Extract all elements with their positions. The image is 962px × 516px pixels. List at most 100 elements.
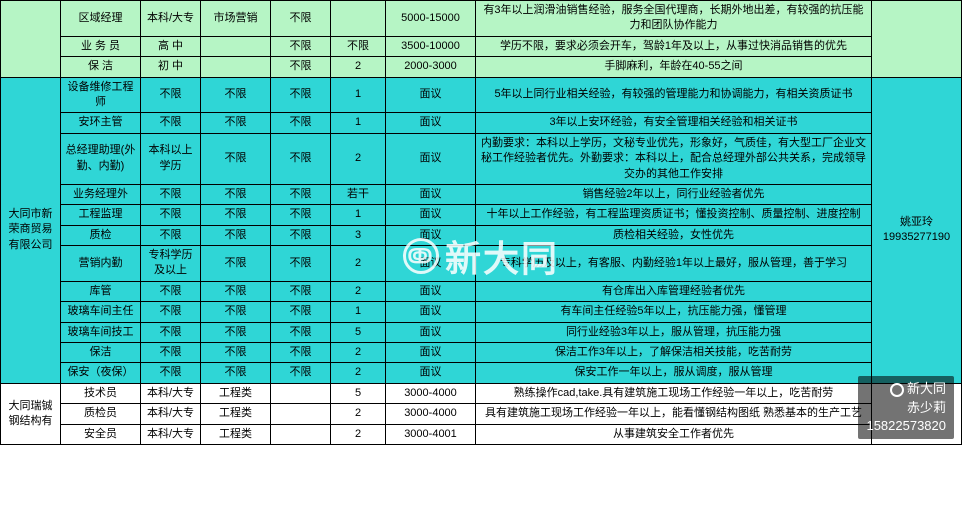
major-cell: 不限 xyxy=(201,343,271,363)
major-cell: 不限 xyxy=(201,133,271,184)
salary-cell: 面议 xyxy=(386,246,476,282)
position-cell: 业 务 员 xyxy=(61,36,141,56)
major-cell: 工程类 xyxy=(201,404,271,424)
gender-cell xyxy=(271,424,331,444)
salary-cell: 面议 xyxy=(386,322,476,342)
table-row: 工程监理不限不限不限1面议十年以上工作经验，有工程监理资质证书；懂投资控制、质量… xyxy=(1,205,962,225)
education-cell: 不限 xyxy=(141,281,201,301)
education-cell: 本科/大专 xyxy=(141,424,201,444)
position-cell: 玻璃车间主任 xyxy=(61,302,141,322)
gender-cell: 不限 xyxy=(271,302,331,322)
table-row: 区域经理本科/大专市场营销不限5000-15000有3年以上润滑油销售经验，服务… xyxy=(1,1,962,37)
gender-cell: 不限 xyxy=(271,1,331,37)
headcount-cell: 2 xyxy=(331,281,386,301)
gender-cell: 不限 xyxy=(271,343,331,363)
table-row: 业 务 员高 中不限不限3500-10000学历不限，要求必须会开车，驾龄1年及… xyxy=(1,36,962,56)
position-cell: 保 洁 xyxy=(61,57,141,77)
company-cell xyxy=(1,1,61,78)
table-row: 安全员本科/大专工程类23000-4001从事建筑安全工作者优先 xyxy=(1,424,962,444)
headcount-cell: 3 xyxy=(331,225,386,245)
requirements-cell: 内勤要求：本科以上学历，文秘专业优先，形象好，气质佳，有大型工厂企业文秘工作经验… xyxy=(476,133,872,184)
company-cell: 大同市新荣商贸易有限公司 xyxy=(1,77,61,383)
education-cell: 不限 xyxy=(141,225,201,245)
salary-cell: 3500-10000 xyxy=(386,36,476,56)
education-cell: 初 中 xyxy=(141,57,201,77)
headcount-cell xyxy=(331,1,386,37)
table-row: 保安（夜保）不限不限不限2面议保安工作一年以上，服从调度，服从管理 xyxy=(1,363,962,383)
salary-cell: 面议 xyxy=(386,77,476,113)
gender-cell: 不限 xyxy=(271,281,331,301)
major-cell: 市场营销 xyxy=(201,1,271,37)
position-cell: 业务经理外 xyxy=(61,184,141,204)
table-row: 质检员本科/大专工程类23000-4000具有建筑施工现场工作经验一年以上，能看… xyxy=(1,404,962,424)
corner-line2: 赤少莉 xyxy=(866,399,946,417)
major-cell: 工程类 xyxy=(201,383,271,403)
table-row: 总经理助理(外勤、内勤)本科以上学历不限不限2面议内勤要求：本科以上学历，文秘专… xyxy=(1,133,962,184)
education-cell: 不限 xyxy=(141,77,201,113)
salary-cell: 3000-4001 xyxy=(386,424,476,444)
requirements-cell: 从事建筑安全工作者优先 xyxy=(476,424,872,444)
corner-line3: 15822573820 xyxy=(866,417,946,435)
salary-cell: 5000-15000 xyxy=(386,1,476,37)
requirements-cell: 熟练操作cad,take.具有建筑施工现场工作经验一年以上，吃苦耐劳 xyxy=(476,383,872,403)
headcount-cell: 2 xyxy=(331,363,386,383)
education-cell: 不限 xyxy=(141,205,201,225)
headcount-cell: 2 xyxy=(331,246,386,282)
headcount-cell: 1 xyxy=(331,302,386,322)
gender-cell: 不限 xyxy=(271,77,331,113)
position-cell: 技术员 xyxy=(61,383,141,403)
requirements-cell: 销售经验2年以上，同行业经验者优先 xyxy=(476,184,872,204)
gender-cell: 不限 xyxy=(271,57,331,77)
major-cell: 不限 xyxy=(201,113,271,133)
table-row: 安环主管不限不限不限1面议3年以上安环经验，有安全管理相关经验和相关证书 xyxy=(1,113,962,133)
position-cell: 安环主管 xyxy=(61,113,141,133)
contact-cell xyxy=(872,1,962,78)
requirements-cell: 十年以上工作经验，有工程监理资质证书；懂投资控制、质量控制、进度控制 xyxy=(476,205,872,225)
position-cell: 质检 xyxy=(61,225,141,245)
corner-line1: 新大同 xyxy=(907,381,946,396)
table-row: 玻璃车间技工不限不限不限5面议同行业经验3年以上，服从管理，抗压能力强 xyxy=(1,322,962,342)
gender-cell: 不限 xyxy=(271,184,331,204)
headcount-cell: 5 xyxy=(331,383,386,403)
education-cell: 不限 xyxy=(141,322,201,342)
major-cell: 不限 xyxy=(201,363,271,383)
major-cell xyxy=(201,57,271,77)
major-cell: 不限 xyxy=(201,184,271,204)
education-cell: 本科以上学历 xyxy=(141,133,201,184)
gender-cell: 不限 xyxy=(271,133,331,184)
salary-cell: 面议 xyxy=(386,133,476,184)
salary-cell: 3000-4000 xyxy=(386,404,476,424)
requirements-cell: 保洁工作3年以上，了解保洁相关技能，吃苦耐劳 xyxy=(476,343,872,363)
table-row: 保洁不限不限不限2面议保洁工作3年以上，了解保洁相关技能，吃苦耐劳 xyxy=(1,343,962,363)
position-cell: 区域经理 xyxy=(61,1,141,37)
headcount-cell: 2 xyxy=(331,343,386,363)
requirements-cell: 同行业经验3年以上，服从管理，抗压能力强 xyxy=(476,322,872,342)
headcount-cell: 不限 xyxy=(331,36,386,56)
recruitment-table: 区域经理本科/大专市场营销不限5000-15000有3年以上润滑油销售经验，服务… xyxy=(0,0,962,445)
salary-cell: 面议 xyxy=(386,184,476,204)
requirements-cell: 有仓库出入库管理经验者优先 xyxy=(476,281,872,301)
major-cell xyxy=(201,36,271,56)
gender-cell: 不限 xyxy=(271,205,331,225)
requirements-cell: 有车间主任经验5年以上，抗压能力强，懂管理 xyxy=(476,302,872,322)
gender-cell: 不限 xyxy=(271,36,331,56)
gender-cell: 不限 xyxy=(271,246,331,282)
corner-icon xyxy=(890,383,904,397)
position-cell: 质检员 xyxy=(61,404,141,424)
gender-cell: 不限 xyxy=(271,225,331,245)
salary-cell: 面议 xyxy=(386,225,476,245)
gender-cell: 不限 xyxy=(271,322,331,342)
table-row: 质检不限不限不限3面议质检相关经验，女性优先 xyxy=(1,225,962,245)
gender-cell: 不限 xyxy=(271,363,331,383)
requirements-cell: 有3年以上润滑油销售经验，服务全国代理商，长期外地出差，有较强的抗压能力和团队协… xyxy=(476,1,872,37)
salary-cell: 面议 xyxy=(386,343,476,363)
position-cell: 营销内勤 xyxy=(61,246,141,282)
requirements-cell: 5年以上同行业相关经验，有较强的管理能力和协调能力，有相关资质证书 xyxy=(476,77,872,113)
position-cell: 设备维修工程师 xyxy=(61,77,141,113)
position-cell: 库管 xyxy=(61,281,141,301)
requirements-cell: 保安工作一年以上，服从调度，服从管理 xyxy=(476,363,872,383)
requirements-cell: 质检相关经验，女性优先 xyxy=(476,225,872,245)
education-cell: 不限 xyxy=(141,343,201,363)
headcount-cell: 2 xyxy=(331,133,386,184)
major-cell: 不限 xyxy=(201,302,271,322)
